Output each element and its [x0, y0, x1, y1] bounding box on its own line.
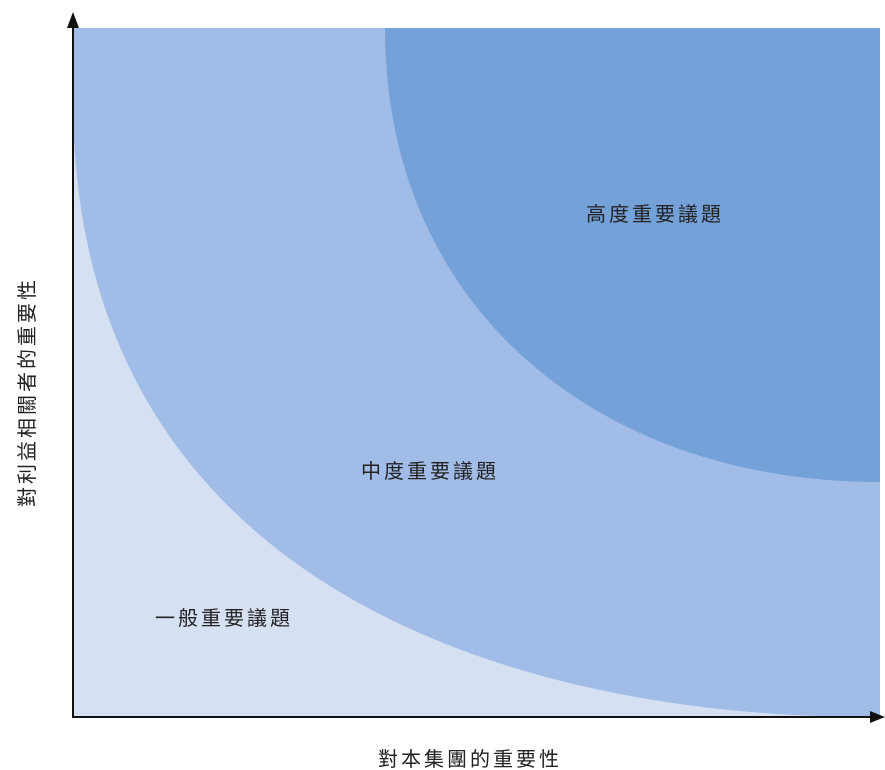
axes: [67, 12, 885, 723]
plot-area: [73, 28, 880, 717]
y-axis-arrow-icon: [67, 12, 79, 28]
y-axis-label: 對利益相關者的重要性: [15, 277, 39, 507]
x-axis-label: 對本集團的重要性: [378, 747, 562, 770]
low-importance-label: 一般重要議題: [155, 606, 293, 630]
medium-importance-label: 中度重要議題: [361, 459, 499, 483]
high-importance-label: 高度重要議題: [586, 202, 724, 226]
x-axis-arrow-icon: [870, 711, 885, 723]
high-importance-zone: [385, 28, 880, 482]
